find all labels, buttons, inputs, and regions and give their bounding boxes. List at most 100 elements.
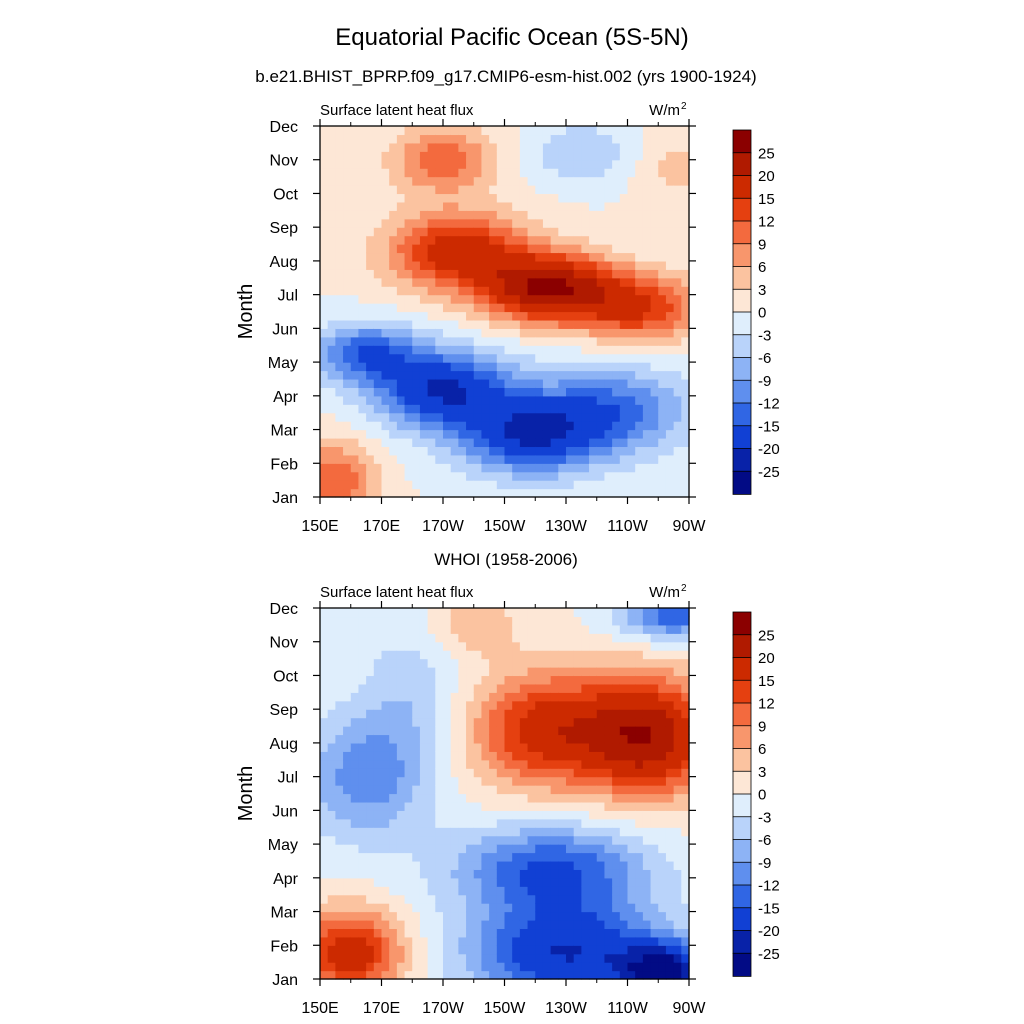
- heatmap-cell: [404, 624, 413, 634]
- heatmap-cell: [496, 869, 506, 879]
- heatmap-cell: [558, 886, 567, 896]
- heatmap-cell: [535, 810, 544, 820]
- heatmap-cell: [458, 734, 467, 744]
- heatmap-cell: [566, 353, 575, 363]
- heatmap-cell: [650, 970, 659, 980]
- heatmap-cell: [443, 252, 452, 262]
- heatmap-cell: [635, 624, 644, 634]
- heatmap-cell: [519, 454, 529, 464]
- heatmap-cell: [366, 404, 375, 414]
- heatmap-cell: [412, 235, 421, 245]
- heatmap-cell: [673, 894, 682, 904]
- heatmap-cell: [573, 928, 582, 938]
- heatmap-cell: [642, 311, 652, 321]
- heatmap-cell: [473, 801, 483, 811]
- heatmap-cell: [650, 185, 659, 195]
- heatmap-cell: [450, 970, 459, 980]
- heatmap-cell: [489, 126, 498, 136]
- heatmap-cell: [542, 675, 552, 685]
- heatmap-cell: [627, 692, 636, 702]
- heatmap-cell: [404, 801, 413, 811]
- heatmap-cell: [589, 911, 598, 921]
- heatmap-cell: [596, 734, 606, 744]
- heatmap-cell: [435, 970, 444, 980]
- heatmap-cell: [366, 860, 375, 870]
- heatmap-cell: [404, 903, 413, 913]
- heatmap-cell: [681, 201, 690, 211]
- heatmap-cell: [650, 429, 659, 439]
- heatmap-cell: [366, 903, 375, 913]
- x-tick-label: 170E: [363, 1000, 400, 1017]
- heatmap-cell: [396, 395, 406, 405]
- heatmap-cell: [481, 768, 490, 778]
- heatmap-cell: [320, 421, 329, 431]
- heatmap-cell: [320, 945, 329, 955]
- heatmap-cell: [658, 294, 667, 304]
- heatmap-cell: [673, 835, 682, 845]
- heatmap-cell: [573, 894, 582, 904]
- heatmap-cell: [343, 827, 352, 837]
- heatmap-cell: [419, 345, 429, 355]
- y-tick-label: Nov: [270, 153, 298, 170]
- heatmap-cell: [320, 936, 329, 946]
- heatmap-cell: [535, 362, 544, 372]
- heatmap-cell: [512, 903, 521, 913]
- heatmap-cell: [619, 700, 629, 710]
- heatmap-cell: [658, 463, 667, 473]
- heatmap-cell: [504, 260, 513, 270]
- heatmap-cell: [435, 726, 444, 736]
- heatmap-cell: [458, 269, 467, 279]
- heatmap-cell: [496, 810, 506, 820]
- heatmap-cell: [535, 319, 544, 329]
- heatmap-cell: [642, 734, 652, 744]
- heatmap-cell: [581, 336, 590, 346]
- heatmap-cell: [458, 641, 467, 651]
- heatmap-cell: [320, 801, 329, 811]
- heatmap-cell: [550, 936, 559, 946]
- heatmap-cell: [558, 362, 567, 372]
- heatmap-cell: [435, 675, 444, 685]
- heatmap-cell: [635, 244, 644, 254]
- heatmap-cell: [473, 894, 483, 904]
- heatmap-cell: [335, 463, 344, 473]
- heatmap-cell: [665, 421, 675, 431]
- heatmap-cell: [581, 844, 590, 854]
- heatmap-cell: [642, 328, 652, 338]
- heatmap-cell: [527, 488, 536, 498]
- heatmap-cell: [335, 362, 344, 372]
- heatmap-cell: [389, 768, 398, 778]
- heatmap-cell: [481, 412, 490, 422]
- heatmap-cell: [466, 319, 475, 329]
- heatmap-cell: [466, 387, 475, 397]
- heatmap-cell: [519, 903, 529, 913]
- heatmap-cell: [550, 667, 559, 677]
- heatmap-cell: [389, 894, 398, 904]
- heatmap-cell: [512, 142, 521, 152]
- heatmap-cell: [381, 970, 390, 980]
- heatmap-cell: [358, 734, 367, 744]
- heatmap-cell: [519, 759, 529, 769]
- heatmap-cell: [542, 776, 552, 786]
- heatmap-cell: [642, 210, 652, 220]
- heatmap-cell: [404, 370, 413, 380]
- heatmap-cell: [435, 244, 444, 254]
- heatmap-cell: [604, 624, 613, 634]
- heatmap-cell: [519, 227, 529, 237]
- heatmap-cell: [589, 387, 598, 397]
- heatmap-cell: [335, 911, 344, 921]
- heatmap-cell: [396, 269, 406, 279]
- heatmap-cell: [343, 852, 352, 862]
- heatmap-cell: [466, 404, 475, 414]
- heatmap-cell: [627, 709, 636, 719]
- heatmap-cell: [458, 277, 467, 287]
- heatmap-cell: [473, 675, 483, 685]
- heatmap-cell: [396, 768, 406, 778]
- heatmap-cell: [473, 176, 483, 186]
- heatmap-cell: [550, 860, 559, 870]
- heatmap-cell: [665, 142, 675, 152]
- heatmap-cell: [673, 675, 682, 685]
- heatmap-cell: [481, 801, 490, 811]
- colorbar-label: -9: [758, 855, 771, 872]
- heatmap-cell: [350, 700, 360, 710]
